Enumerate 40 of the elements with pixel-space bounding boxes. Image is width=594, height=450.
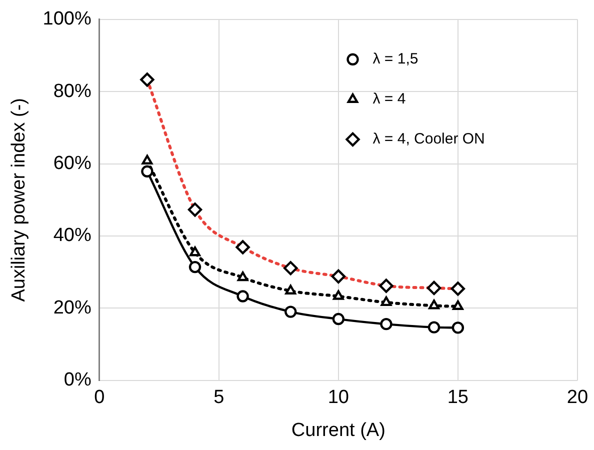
point <box>428 321 440 334</box>
point <box>428 300 440 310</box>
point <box>380 318 392 330</box>
point <box>452 322 464 334</box>
legend-label: λ = 4, Cooler ON <box>372 130 485 148</box>
x-axis-title: Current (A) <box>291 420 386 441</box>
y-tick-label: 40% <box>53 225 92 246</box>
point <box>332 290 344 300</box>
point <box>284 261 298 276</box>
legend-label: λ = 4 <box>372 90 406 108</box>
point <box>426 280 442 296</box>
point <box>236 290 249 302</box>
y-tick-label: 80% <box>53 80 92 102</box>
point <box>188 202 202 217</box>
point <box>452 300 464 310</box>
y-axis-title: Auxiliary power index (-) <box>8 98 30 302</box>
point <box>450 282 466 296</box>
point <box>379 278 394 293</box>
point <box>331 269 346 284</box>
point <box>236 240 250 254</box>
point <box>142 154 153 165</box>
x-tick-label: 5 <box>214 387 224 408</box>
point <box>284 306 297 318</box>
y-tick-label: 0% <box>64 370 92 391</box>
point <box>380 296 392 306</box>
point <box>188 260 202 274</box>
point <box>141 165 154 178</box>
y-tick-label: 100% <box>42 8 92 30</box>
point <box>285 284 296 294</box>
x-tick-label: 10 <box>328 387 349 408</box>
point <box>332 312 345 326</box>
x-tick-label: 15 <box>447 387 468 408</box>
point <box>237 271 248 282</box>
y-tick-label: 20% <box>53 297 92 318</box>
point <box>190 246 200 256</box>
y-tick-label: 60% <box>53 153 92 174</box>
point <box>140 72 154 87</box>
legend-label: λ = 1,5 <box>372 50 418 68</box>
x-tick-label: 20 <box>566 387 588 408</box>
x-tick-label: 0 <box>94 387 105 408</box>
